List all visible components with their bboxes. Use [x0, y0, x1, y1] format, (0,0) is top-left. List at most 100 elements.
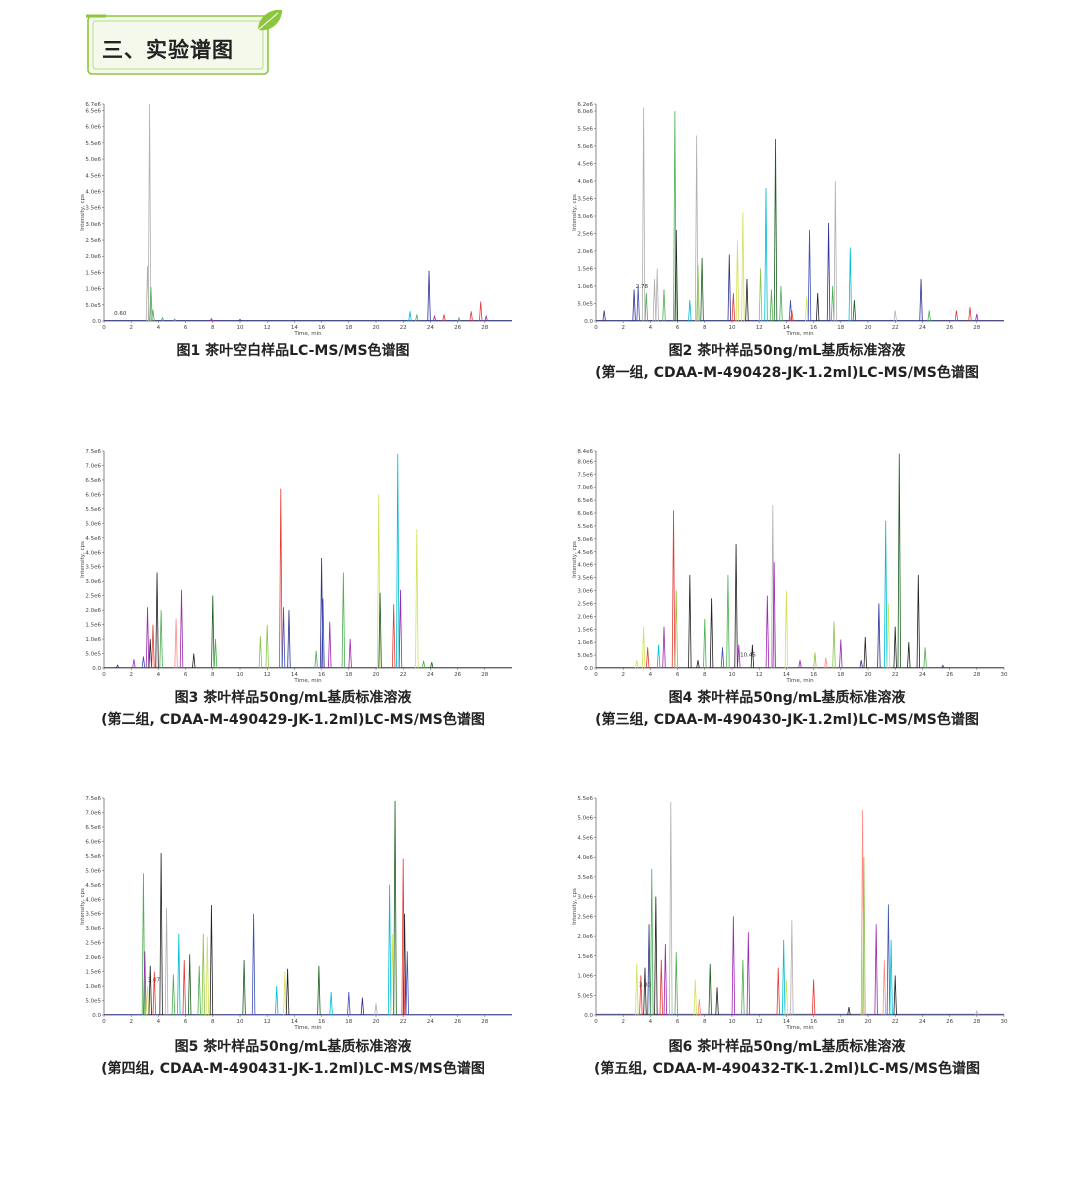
chromatogram-peak	[641, 107, 646, 322]
y-tick-label: 5.0e6	[577, 816, 593, 822]
x-axis-label: Time, min	[785, 678, 814, 684]
chromatogram-peak	[402, 913, 407, 1016]
y-tick-label: 6.5e6	[85, 108, 101, 114]
chromatogram-peak	[968, 306, 972, 322]
chromatogram-peak	[151, 624, 155, 669]
chromatogram-peak	[636, 285, 640, 322]
x-tick-label: 16	[810, 1019, 817, 1025]
x-tick-label: 22	[400, 672, 407, 678]
peak-annotation: 0.60	[114, 311, 127, 317]
chromatogram-peak	[893, 975, 897, 1016]
x-tick-label: 20	[373, 325, 380, 331]
x-tick-label: 10	[237, 325, 244, 331]
chromatogram-peak	[391, 604, 396, 669]
chromatogram-peak	[415, 314, 419, 322]
x-tick-label: 26	[946, 672, 953, 678]
y-tick-label: 2.5e6	[577, 232, 593, 238]
chromatogram-peak	[862, 857, 866, 1016]
caption-6-line-2: (第五组, CDAA-M-490432-TK-1.2ml)LC-MS/MS色谱图	[594, 1061, 980, 1077]
caption-2-line-2: (第一组, CDAA-M-490428-JK-1.2ml)LC-MS/MS色谱图	[595, 365, 979, 381]
chromatogram-peak	[790, 310, 794, 322]
x-tick-label: 14	[291, 672, 298, 678]
chromatogram-peak	[674, 590, 678, 669]
x-tick-label: 2	[621, 325, 625, 331]
y-tick-label: 4.5e6	[85, 883, 101, 889]
chromatogram-peak	[727, 254, 731, 322]
chromatogram-peak	[177, 933, 181, 1016]
chromatogram-peak	[360, 997, 365, 1016]
y-tick-label: 1.0e6	[577, 974, 593, 980]
y-tick-label: 1.0e6	[577, 284, 593, 290]
chromatogram-peak	[148, 639, 152, 669]
chromatogram-peak	[639, 975, 643, 1016]
x-tick-label: 16	[318, 1019, 325, 1025]
chromatogram-peak	[387, 884, 392, 1016]
chromatogram-peak	[893, 626, 897, 669]
chromatogram-peak	[405, 951, 409, 1016]
chromatogram-peak	[662, 289, 666, 322]
chromatogram-peak	[145, 607, 150, 669]
chromatogram-peak	[149, 286, 153, 322]
y-tick-label: 6.2e6	[577, 102, 593, 108]
y-axis-label: Intensity, cps	[572, 194, 578, 231]
y-axis-label: Intensity, cps	[80, 541, 86, 578]
chromatogram-peak	[886, 603, 891, 669]
chromatogram-peak	[671, 510, 676, 669]
x-tick-label: 28	[481, 1019, 488, 1025]
x-axis-label: Time, min	[785, 1025, 814, 1031]
y-tick-label: 6.0e6	[577, 109, 593, 115]
caption-5-line-1: 图5 茶叶样品50ng/mL基质标准溶液	[174, 1039, 412, 1055]
chromatogram-peak	[643, 967, 647, 1016]
chromatogram-peak	[741, 959, 745, 1016]
chromatogram-peak	[927, 310, 931, 322]
x-tick-label: 2	[129, 672, 133, 678]
chromatogram-peak	[652, 278, 657, 322]
chromatogram-peak	[893, 310, 897, 322]
chromatogram-peak	[644, 292, 649, 322]
caption-6-line-1: 图6 茶叶样品50ng/mL基质标准溶液	[668, 1039, 906, 1055]
x-tick-label: 24	[919, 1019, 926, 1025]
chromatogram-peak	[152, 971, 157, 1016]
y-tick-label: 5.0e5	[577, 993, 593, 999]
y-tick-label: 4.0e6	[85, 550, 101, 556]
x-tick-label: 22	[892, 672, 899, 678]
chromatogram-peak	[321, 598, 325, 669]
y-tick-label: 7.5e6	[577, 472, 593, 478]
x-tick-label: 28	[481, 325, 488, 331]
chromatogram-peak	[281, 607, 286, 669]
x-tick-label: 28	[973, 1019, 980, 1025]
x-tick-label: 8	[211, 325, 215, 331]
y-tick-label: 8.4e6	[577, 449, 593, 455]
chromatogram-peak	[645, 647, 650, 669]
caption-4: 图4 茶叶样品50ng/mL基质标准溶液 (第三组, CDAA-M-490430…	[527, 687, 1047, 731]
chromatogram-peak	[693, 979, 697, 1016]
chromatogram-peak	[408, 311, 412, 322]
chromatogram-peak	[788, 299, 793, 322]
chromatogram-peak	[647, 924, 651, 1016]
x-tick-label: 24	[919, 672, 926, 678]
chromatogram-peak	[663, 943, 668, 1016]
y-tick-label: 2.0e6	[577, 249, 593, 255]
chromatogram-peak	[848, 247, 853, 322]
y-tick-label: 2.5e6	[577, 601, 593, 607]
chromatogram-peak	[374, 1003, 378, 1016]
x-tick-label: 30	[1001, 1019, 1008, 1025]
chromatogram-peak	[141, 656, 146, 669]
y-tick-label: 3.5e6	[85, 912, 101, 918]
x-tick-label: 26	[454, 672, 461, 678]
x-axis-label: Time, min	[293, 1025, 322, 1031]
chromatogram-peak	[484, 314, 488, 322]
caption-2: 图2 茶叶样品50ng/mL基质标准溶液 (第一组, CDAA-M-490428…	[527, 340, 1047, 384]
x-tick-label: 26	[946, 1019, 953, 1025]
chromatogram-peak	[655, 268, 659, 322]
chromatogram-peak	[317, 965, 321, 1016]
x-tick-label: 6	[676, 672, 680, 678]
x-tick-label: 10	[237, 672, 244, 678]
x-tick-label: 10	[729, 1019, 736, 1025]
chromatogram-peak	[390, 933, 395, 1016]
y-tick-label: 1.0e6	[85, 287, 101, 293]
chromatogram-peak	[889, 940, 893, 1016]
y-tick-label: 5.0e5	[577, 302, 593, 308]
chromatogram-peak	[348, 639, 352, 669]
x-tick-label: 16	[318, 672, 325, 678]
